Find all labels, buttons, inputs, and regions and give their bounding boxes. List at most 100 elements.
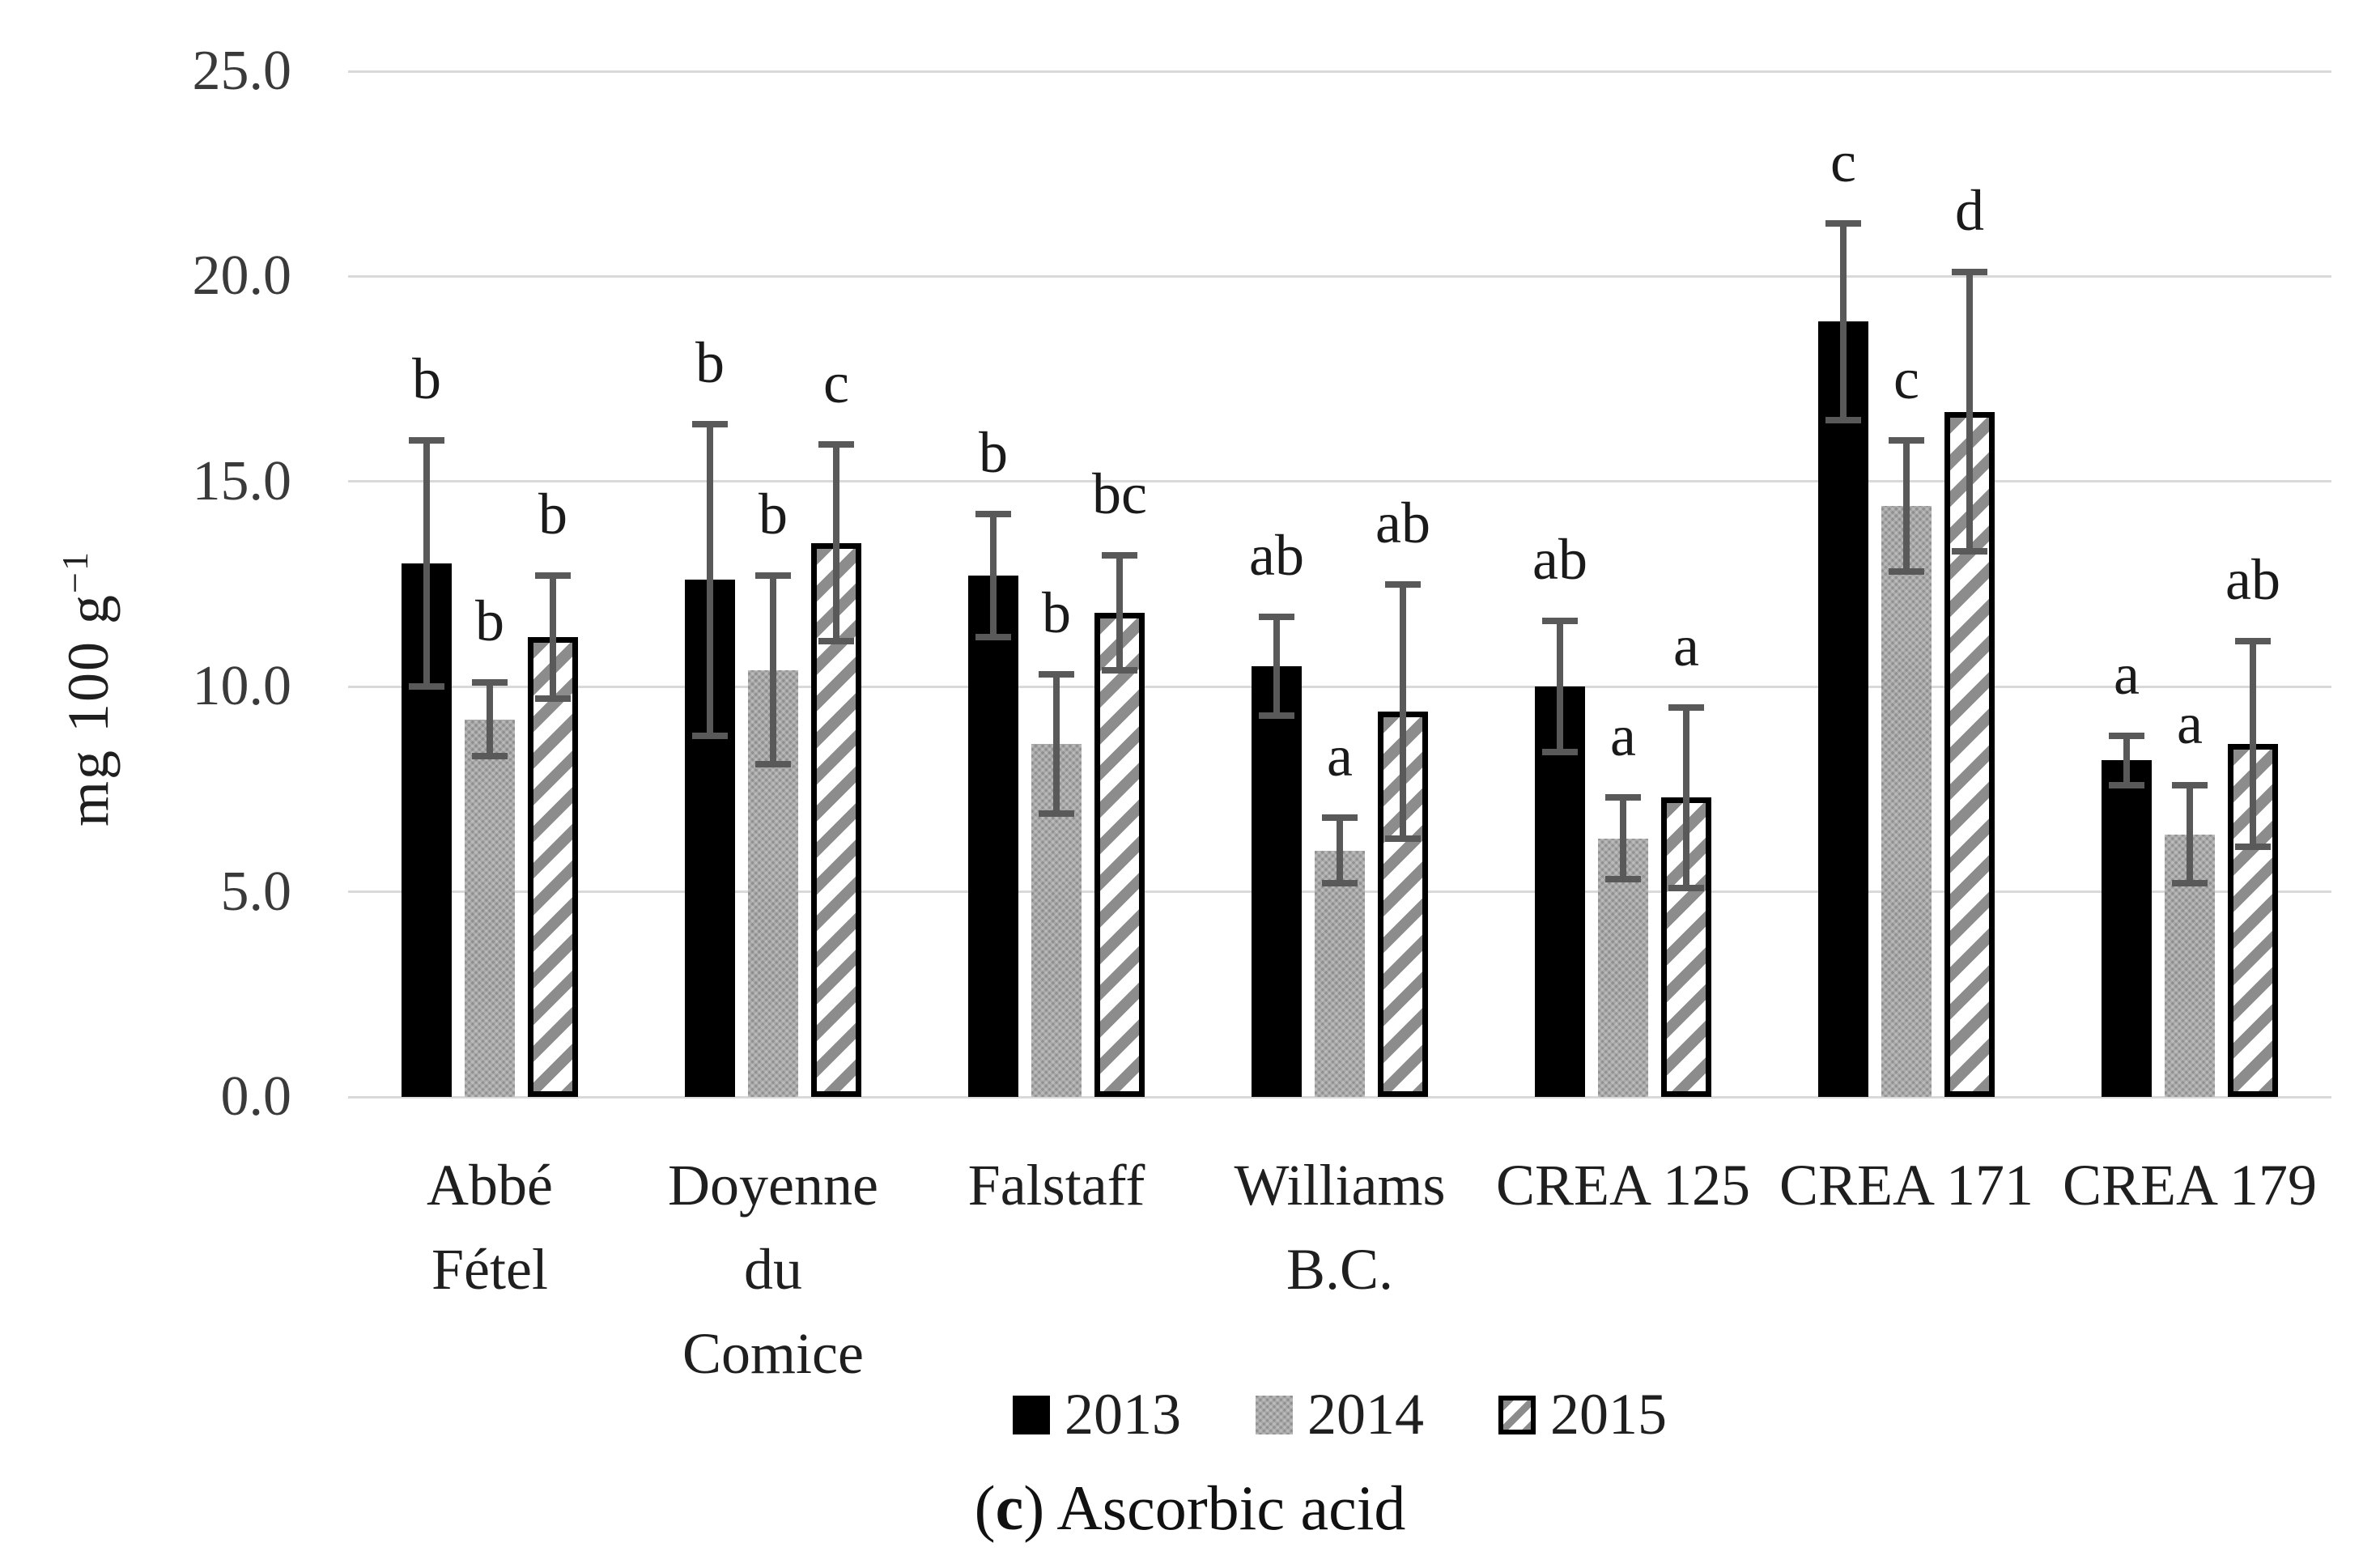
error-bar-2013-williams-b-c [1273,617,1280,716]
error-cap-bottom-2015-falstaff [1102,666,1137,674]
error-cap-top-2015-williams-b-c [1385,580,1421,588]
caption-panel-letter: c [995,1473,1024,1543]
caption-paren-open: ( [974,1473,996,1543]
error-cap-bottom-2013-crea-179 [2109,781,2144,788]
error-cap-top-2014-crea-179 [2172,781,2208,788]
x-axis-label-line: Doyenne [668,1153,878,1218]
significance-letter-2015-doyenne-du-comice: c [823,351,849,416]
error-cap-bottom-2014-williams-b-c [1322,880,1358,887]
error-bar-2014-abb-f-tel [487,682,493,757]
x-axis-label-line: Abbé [427,1153,553,1218]
x-axis-label-line: Falstaff [967,1153,1145,1218]
bar-2014-abb-f-tel [465,719,515,1097]
bar-2013-crea-179 [2102,760,2152,1097]
error-bar-2014-crea-171 [1903,440,1910,572]
error-cap-bottom-2015-abb-f-tel [535,695,571,703]
significance-letter-2015-williams-b-c: ab [1375,490,1430,555]
significance-letter-2015-falstaff: bc [1092,461,1147,527]
error-cap-bottom-2015-crea-179 [2235,843,2271,850]
error-bar-2015-falstaff [1116,555,1123,670]
error-bar-2015-crea-125 [1683,707,1689,888]
error-bar-2015-crea-171 [1966,272,1973,551]
error-bar-2014-falstaff [1053,674,1060,814]
bar-2014-crea-171 [1881,506,1932,1097]
error-cap-top-2013-crea-125 [1542,618,1578,625]
error-cap-bottom-2013-crea-125 [1542,749,1578,756]
x-axis-label-doyenne-du-comice: Doyenne du Comice [631,1143,915,1396]
error-cap-bottom-2013-doyenne-du-comice [692,733,728,740]
error-bar-2013-abb-f-tel [423,440,430,687]
error-cap-bottom-2015-crea-171 [1952,547,1987,555]
bar-2014-falstaff [1031,744,1082,1097]
gridline-10.0 [348,685,2331,688]
significance-letter-2014-crea-125: a [1610,703,1636,769]
bar-2015-falstaff [1094,612,1145,1097]
significance-letter-2015-abb-f-tel: b [538,482,567,547]
error-cap-bottom-2014-crea-179 [2172,880,2208,887]
y-tick-label-10.0: 10.0 [192,655,292,718]
error-bar-2015-abb-f-tel [550,576,556,699]
x-axis-label-crea-179: CREA 179 [2048,1143,2331,1227]
error-bar-2014-williams-b-c [1337,818,1343,884]
error-cap-top-2015-falstaff [1102,552,1137,559]
error-cap-bottom-2013-falstaff [975,634,1011,641]
significance-letter-2015-crea-125: a [1673,613,1699,678]
caption-text: ) Ascorbic acid [1023,1473,1406,1543]
error-cap-top-2013-doyenne-du-comice [692,420,728,427]
x-axis-label-williams-b-c: Williams B.C. [1198,1143,1481,1311]
error-cap-bottom-2014-abb-f-tel [472,753,508,760]
x-axis-label-abb-f-tel: Abbé Fétel [348,1143,631,1311]
error-bar-2013-crea-125 [1557,621,1563,753]
x-axis-label-crea-171: CREA 171 [1765,1143,2048,1227]
error-cap-top-2013-williams-b-c [1259,614,1294,621]
error-cap-top-2015-crea-179 [2235,638,2271,645]
error-cap-top-2013-falstaff [975,511,1011,518]
significance-letter-2014-doyenne-du-comice: b [759,482,788,547]
bar-2015-doyenne-du-comice [811,542,861,1097]
error-cap-bottom-2014-crea-125 [1605,876,1641,883]
gridline-20.0 [348,274,2331,278]
significance-letter-2015-crea-179: ab [2225,547,2280,613]
legend-label-2015: 2015 [1550,1382,1667,1447]
error-cap-bottom-2013-williams-b-c [1259,712,1294,719]
bar-2013-williams-b-c [1252,665,1302,1097]
error-bar-2015-crea-179 [2250,641,2256,847]
y-tick-label-15.0: 15.0 [192,449,292,512]
figure-caption: (c) Ascorbic acid [0,1472,2380,1545]
legend-item-2013: 2013 [1013,1381,1181,1448]
error-cap-bottom-2013-crea-171 [1825,416,1861,423]
significance-letter-2013-williams-b-c: ab [1249,523,1304,589]
error-cap-top-2014-doyenne-du-comice [755,572,791,580]
significance-letter-2014-williams-b-c: a [1327,724,1353,789]
bar-2015-abb-f-tel [528,637,578,1097]
error-cap-top-2014-crea-171 [1889,437,1924,444]
legend-item-2014: 2014 [1256,1381,1424,1448]
significance-letter-2014-crea-171: c [1893,346,1919,412]
significance-letter-2014-abb-f-tel: b [475,589,504,654]
significance-letter-2014-crea-179: a [2177,691,2203,756]
error-cap-top-2014-abb-f-tel [472,679,508,686]
significance-letter-2013-abb-f-tel: b [412,346,441,412]
error-bar-2015-williams-b-c [1400,584,1406,839]
bar-2015-crea-179 [2228,744,2278,1097]
error-cap-top-2014-crea-125 [1605,794,1641,801]
error-cap-bottom-2015-doyenne-du-comice [818,638,854,645]
error-bar-2014-doyenne-du-comice [770,576,776,765]
error-cap-bottom-2014-falstaff [1039,810,1074,818]
legend-item-2015: 2015 [1498,1381,1667,1448]
error-cap-top-2015-crea-171 [1952,269,1987,276]
significance-letter-2013-crea-171: c [1830,129,1856,194]
error-cap-top-2014-falstaff [1039,670,1074,678]
error-cap-bottom-2014-crea-171 [1889,568,1924,576]
gridline-15.0 [348,480,2331,483]
error-bar-2013-crea-179 [2123,736,2130,785]
error-bar-2015-doyenne-du-comice [833,444,839,642]
error-cap-top-2015-crea-125 [1668,703,1704,711]
error-bar-2014-crea-125 [1620,797,1626,880]
legend-marker-2015 [1498,1395,1536,1434]
error-cap-bottom-2015-williams-b-c [1385,835,1421,842]
significance-letter-2013-falstaff: b [979,420,1008,486]
x-axis-label-line: Fétel [431,1237,548,1302]
